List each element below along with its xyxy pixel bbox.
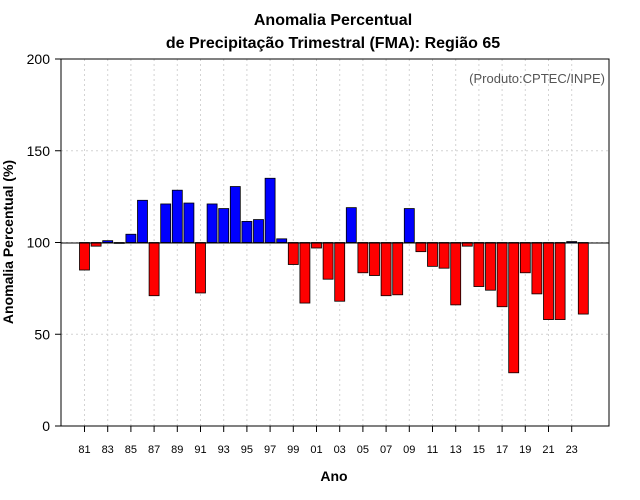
x-tick-label: 13	[450, 444, 462, 456]
bar-06	[369, 242, 380, 276]
bar-88	[160, 203, 172, 243]
bar-24	[577, 242, 589, 315]
x-tick-label: 95	[241, 444, 253, 456]
grid-lines	[61, 59, 609, 426]
x-tick-label: 91	[194, 444, 206, 456]
bar-15	[473, 242, 485, 287]
x-tick-label: 93	[218, 444, 230, 456]
bar-10	[415, 242, 427, 253]
y-axis-label: Anomalia Percentual (%)	[0, 160, 16, 324]
bar-04	[345, 207, 357, 243]
x-tick-label: 19	[519, 444, 531, 456]
bar-20	[531, 242, 543, 295]
x-tick-label: 87	[148, 444, 160, 456]
chart-title-line1: Anomalia Percentual	[254, 12, 412, 29]
bar-19	[519, 242, 531, 274]
bar-94	[229, 186, 241, 243]
bar-13	[450, 242, 462, 306]
y-tick-label: 100	[27, 235, 51, 251]
x-axis: 81 83 85 87 89 91 93 95 97 99 01 03 05 07 09 11 13 15 17 19…	[78, 426, 578, 456]
x-tick-label: 03	[334, 444, 346, 456]
bar-83	[102, 240, 114, 243]
x-tick-label: 83	[102, 444, 114, 456]
x-tick-label: 15	[473, 444, 485, 456]
bar-98	[276, 238, 288, 243]
x-tick-label: 05	[357, 444, 369, 456]
bar-86	[137, 199, 148, 243]
bar-99	[287, 242, 299, 265]
y-tick-label: 0	[42, 418, 50, 434]
bar-22	[554, 242, 566, 320]
x-tick-label: 97	[264, 444, 276, 456]
bar-02	[322, 242, 334, 280]
bar-96	[253, 219, 264, 243]
bar-93	[218, 208, 230, 243]
y-axis: 0 50 100 150 200	[27, 51, 61, 434]
x-tick-label: 01	[310, 444, 322, 456]
x-tick-label: 09	[403, 444, 415, 456]
y-tick-label: 150	[27, 143, 51, 159]
bar-81	[79, 242, 90, 271]
bar-12	[438, 242, 450, 269]
bar-85	[125, 233, 137, 243]
x-tick-label: 21	[542, 444, 554, 456]
bar-95	[241, 220, 253, 243]
chart-title-line2: de Precipitação Trimestral (FMA): Região…	[166, 35, 500, 52]
bar-91	[195, 242, 206, 294]
y-tick-label: 200	[27, 51, 51, 67]
bar-00	[299, 242, 311, 304]
x-tick-label: 89	[171, 444, 183, 456]
x-tick-label: 85	[125, 444, 137, 456]
bar-87	[148, 242, 160, 297]
credit-label: (Produto:CPTEC/INPE)	[469, 71, 605, 86]
x-tick-label: 81	[78, 444, 90, 456]
bar-18	[508, 242, 520, 374]
bar-89	[171, 189, 183, 243]
y-tick-label: 50	[34, 326, 50, 342]
x-tick-label: 99	[287, 444, 299, 456]
bars	[79, 177, 589, 374]
bar-17	[496, 242, 508, 308]
bar-16	[485, 242, 496, 291]
bar-08	[392, 242, 404, 296]
x-tick-label: 17	[496, 444, 508, 456]
x-tick-label: 07	[380, 444, 392, 456]
x-tick-label: 23	[566, 444, 578, 456]
bar-90	[183, 202, 195, 243]
bar-21	[543, 242, 554, 320]
bar-07	[380, 242, 392, 297]
bar-97	[264, 177, 276, 243]
x-tick-label: 11	[427, 444, 438, 456]
bar-09	[403, 208, 415, 243]
bar-03	[334, 242, 346, 302]
x-axis-label: Ano	[320, 468, 347, 484]
bar-23	[566, 241, 578, 243]
bar-92	[206, 203, 218, 243]
bar-05	[357, 242, 369, 274]
bar-11	[427, 242, 438, 267]
